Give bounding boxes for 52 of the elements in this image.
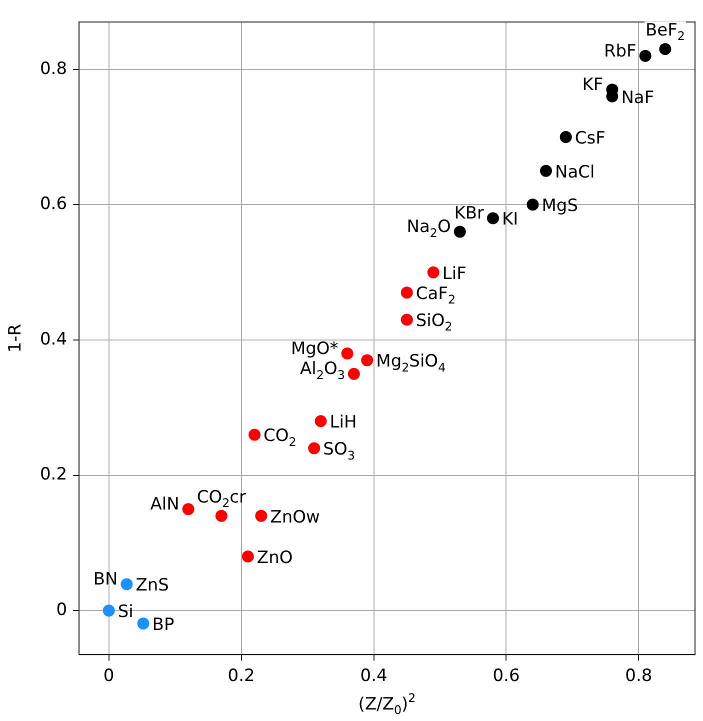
annotation: RbF — [604, 41, 636, 62]
point — [560, 131, 572, 144]
annotation: ZnO — [256, 548, 293, 568]
annotation: MgO* — [290, 338, 338, 359]
point — [137, 617, 150, 630]
point — [255, 510, 268, 522]
y-tick-label: 0.4 — [40, 329, 68, 350]
point — [120, 578, 133, 590]
annotation: ZnS — [136, 576, 169, 596]
point — [400, 314, 413, 326]
annotation: Si — [118, 602, 134, 622]
annotation: NaCl — [554, 162, 595, 182]
x-tick-label: 0.8 — [625, 666, 652, 686]
annotation: KBr — [454, 204, 484, 224]
point — [454, 226, 466, 238]
point — [526, 198, 539, 211]
point — [361, 354, 374, 366]
y-tick-label: 0.6 — [40, 194, 68, 214]
point — [427, 266, 440, 278]
x-tick-label: 0.4 — [360, 666, 388, 686]
annotation: ZnOw — [270, 507, 320, 528]
annotation: NaF — [621, 88, 654, 108]
x-tick-label: 0.2 — [228, 666, 255, 686]
point — [248, 428, 261, 441]
point — [486, 212, 499, 224]
point — [639, 50, 652, 62]
annotation: KF — [582, 75, 604, 96]
point — [314, 415, 327, 428]
point — [348, 368, 360, 380]
y-tick-label: 0.2 — [40, 464, 68, 485]
annotation: LiH — [330, 412, 357, 433]
x-tick-label: 0 — [103, 666, 114, 686]
y-axis-title: 1-R — [5, 324, 26, 353]
y-tick-label: 0.8 — [40, 58, 68, 79]
point — [215, 510, 228, 522]
point — [659, 43, 672, 56]
annotation: LiF — [442, 264, 466, 284]
annotation: AlN — [150, 494, 180, 515]
point — [102, 604, 115, 617]
point — [182, 503, 194, 516]
point — [341, 348, 354, 360]
annotation: BP — [152, 614, 174, 635]
x-tick-label: 0.6 — [492, 666, 520, 686]
annotation: BN — [93, 570, 118, 590]
annotation: KI — [502, 210, 518, 230]
point — [400, 286, 413, 299]
y-tick-label: 0 — [56, 600, 68, 620]
point — [308, 442, 320, 454]
annotation: CsF — [574, 128, 606, 148]
annotation: MgS — [542, 196, 578, 216]
point — [540, 164, 552, 177]
point — [242, 550, 254, 562]
